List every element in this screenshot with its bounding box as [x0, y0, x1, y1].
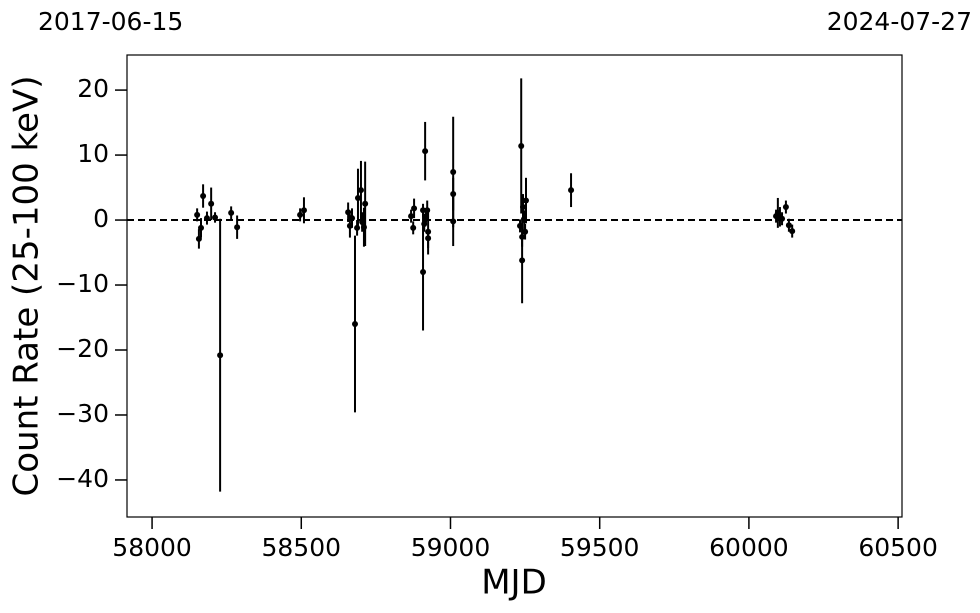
data-point — [450, 191, 457, 198]
data-point — [422, 148, 429, 155]
y-tick-label: −10 — [56, 269, 109, 298]
data-point — [420, 207, 427, 214]
data-point — [785, 222, 792, 229]
data-point — [203, 215, 210, 222]
data-point — [779, 215, 786, 222]
data-point — [349, 215, 356, 222]
x-tick-label: 60500 — [858, 533, 938, 562]
data-point — [789, 228, 796, 235]
data-point — [198, 224, 205, 231]
x-tick-label: 59500 — [560, 533, 640, 562]
data-point — [300, 207, 307, 214]
data-point — [354, 194, 361, 201]
data-point — [212, 214, 219, 221]
annotation: 2017-06-15 — [38, 7, 183, 36]
y-axis-label: Count Rate (25-100 keV) — [7, 76, 47, 497]
x-axis-label: MJD — [481, 563, 547, 603]
y-tick-label: 10 — [77, 139, 109, 168]
data-point — [450, 218, 457, 225]
y-tick-label: −20 — [56, 334, 109, 363]
data-point — [208, 200, 215, 207]
y-tick-label: 0 — [93, 204, 109, 233]
data-point — [228, 209, 235, 216]
plot-frame — [126, 54, 903, 518]
y-tick-label: 20 — [77, 74, 109, 103]
data-point — [522, 228, 529, 235]
data-point — [411, 205, 418, 212]
x-tick-label: 59000 — [411, 533, 491, 562]
data-point — [519, 257, 526, 264]
x-tick-label: 58500 — [262, 533, 342, 562]
x-tick-label: 60000 — [709, 533, 789, 562]
x-tick-label: 58000 — [112, 533, 192, 562]
data-point — [200, 193, 207, 200]
data-point — [357, 187, 364, 194]
data-point — [351, 321, 358, 328]
data-point — [522, 197, 529, 204]
data-point — [420, 269, 427, 276]
data-point — [425, 228, 432, 235]
data-point — [520, 204, 527, 211]
data-point — [519, 233, 526, 240]
data-point — [362, 200, 369, 207]
data-point — [297, 211, 304, 218]
y-tick-label: −30 — [56, 399, 109, 428]
data-point — [782, 204, 789, 211]
data-point — [518, 142, 525, 149]
data-point — [345, 209, 352, 216]
data-point — [217, 352, 224, 359]
data-point — [450, 168, 457, 175]
annotation: 2024-07-27 — [827, 7, 972, 36]
y-tick-label: −40 — [56, 464, 109, 493]
data-point — [234, 224, 241, 231]
data-point — [410, 224, 417, 231]
data-point — [408, 213, 415, 220]
data-point — [194, 211, 201, 218]
data-point — [568, 187, 575, 194]
